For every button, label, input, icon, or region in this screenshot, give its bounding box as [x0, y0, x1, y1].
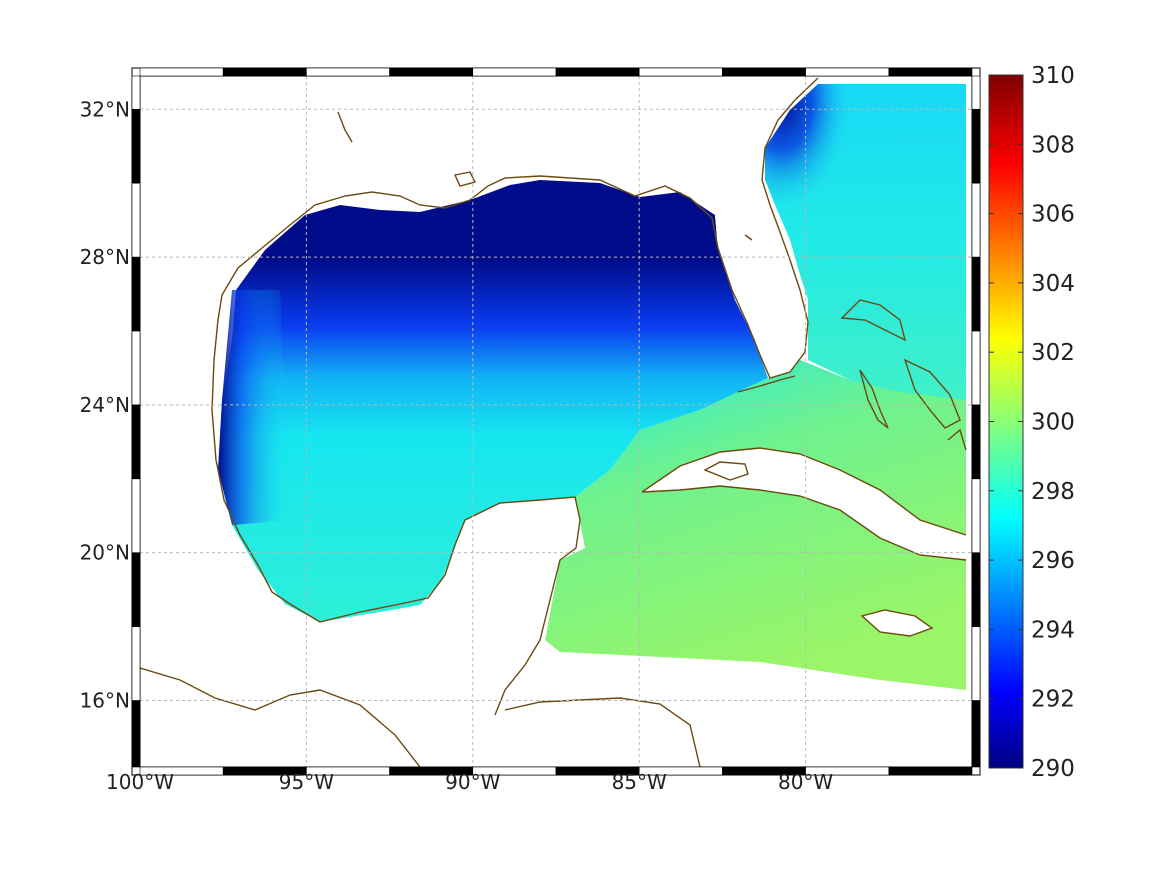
frame-segment-top-3	[389, 67, 474, 77]
frame-segment-left-6	[131, 256, 141, 332]
coastline-bahamas-1	[840, 299, 907, 342]
frame-segment-left-3	[131, 478, 141, 553]
frame-segment-left-2	[131, 552, 141, 627]
latitude-tick-labels: 16°N 20°N 24°N 28°N 32°N	[80, 97, 130, 712]
sst-field-atlantic-cold	[765, 84, 966, 400]
frame-segment-left-8	[131, 108, 141, 184]
frame-segment-top-9	[888, 67, 973, 77]
colorbar-tick-label-4: 298	[1031, 479, 1075, 505]
frame-segment-left-9	[131, 75, 141, 110]
colorbar-tick-label-1: 292	[1031, 687, 1075, 713]
coastlines	[140, 77, 967, 767]
lon-tick-label-0: 100°W	[106, 770, 174, 794]
sst-field-gulf	[218, 180, 768, 622]
frame-segment-right-6	[971, 256, 981, 332]
coastline-mexico	[211, 319, 581, 716]
colorbar-gradient	[988, 74, 1024, 769]
colorbar-tick-label-6: 302	[1031, 340, 1075, 366]
coastline-hispaniola-edge	[947, 428, 967, 451]
frame-segment-top-6	[638, 67, 723, 77]
longitude-tick-labels: 100°W 95°W 90°W 85°W 80°W	[106, 770, 833, 794]
coastline-isle-of-youth	[703, 461, 749, 481]
frame-segment-top-5	[555, 67, 640, 77]
lat-tick-label-0: 16°N	[80, 688, 130, 712]
frame-segment-top-1	[222, 67, 307, 77]
colorbar-tick-label-7: 304	[1031, 271, 1075, 297]
frame-segment-right-7	[971, 182, 981, 258]
colorbar-tick-label-5: 300	[1031, 410, 1075, 436]
coastline-jamaica	[860, 609, 934, 637]
lon-tick-label-3: 85°W	[612, 770, 667, 794]
frame-segment-top-0	[139, 67, 224, 77]
frame-segment-right-0	[971, 700, 981, 768]
colorbar-tick-label-9: 308	[1031, 132, 1075, 158]
lon-tick-label-4: 80°W	[778, 770, 833, 794]
coastline-bahamas-2	[859, 369, 889, 429]
lat-tick-label-1: 20°N	[80, 541, 130, 565]
frame-segment-top-2	[306, 67, 390, 77]
frame-segment-top-4	[472, 67, 557, 77]
colorbar-tick-label-2: 294	[1031, 617, 1075, 643]
frame-segment-right-8	[971, 108, 981, 184]
frame-segment-left-7	[131, 182, 141, 258]
coastline-central-america	[140, 667, 421, 767]
map-area	[140, 76, 972, 767]
frame-segment-left-0	[131, 700, 141, 768]
colorbar: 290 292 294 296 298 300 302 304 306 308 310	[988, 63, 1075, 782]
colorbar-tick-label-10: 310	[1031, 63, 1075, 89]
frame-segment-left-4	[131, 404, 141, 480]
gridlines	[140, 76, 972, 767]
frame-segment-left-1	[131, 626, 141, 701]
frame-segment-left-5	[131, 330, 141, 406]
land-cuba	[642, 448, 966, 560]
coastline-inland-lakes	[337, 111, 753, 241]
lat-tick-label-4: 32°N	[80, 97, 130, 121]
coastline-us-gulf	[217, 77, 819, 379]
lon-tick-label-1: 95°W	[279, 770, 334, 794]
colorbar-tick-label-3: 296	[1031, 548, 1075, 574]
land-florida	[715, 180, 808, 378]
sst-field-gulf-west-cold	[218, 290, 290, 525]
frame-segment-top-7	[722, 67, 806, 77]
frame-segment-right-5	[971, 330, 981, 406]
frame-segment-right-9	[971, 75, 981, 110]
sst-field-caribbean	[545, 360, 966, 690]
colorbar-ticks: 290 292 294 296 298 300 302 304 306 308 310	[989, 63, 1075, 782]
land-yucatan	[420, 497, 585, 700]
coastline-keys	[737, 375, 796, 393]
lat-tick-label-2: 24°N	[80, 393, 130, 417]
frame-segment-right-3	[971, 478, 981, 553]
colorbar-tick-label-0: 290	[1031, 756, 1075, 782]
lat-tick-label-3: 28°N	[80, 245, 130, 269]
coastline-cuba	[641, 447, 967, 561]
lon-tick-label-2: 90°W	[445, 770, 500, 794]
coastline-bahamas-3	[903, 358, 961, 429]
frame-segment-right-2	[971, 552, 981, 627]
frame-segment-right-1	[971, 626, 981, 701]
frame-segment-bottom-9	[888, 766, 973, 776]
frame-segment-right-4	[971, 404, 981, 480]
frame-segment-top-8	[805, 67, 890, 77]
colorbar-tick-label-8: 306	[1031, 202, 1075, 228]
map-frame	[131, 67, 981, 776]
coastline-honduras	[504, 697, 701, 767]
